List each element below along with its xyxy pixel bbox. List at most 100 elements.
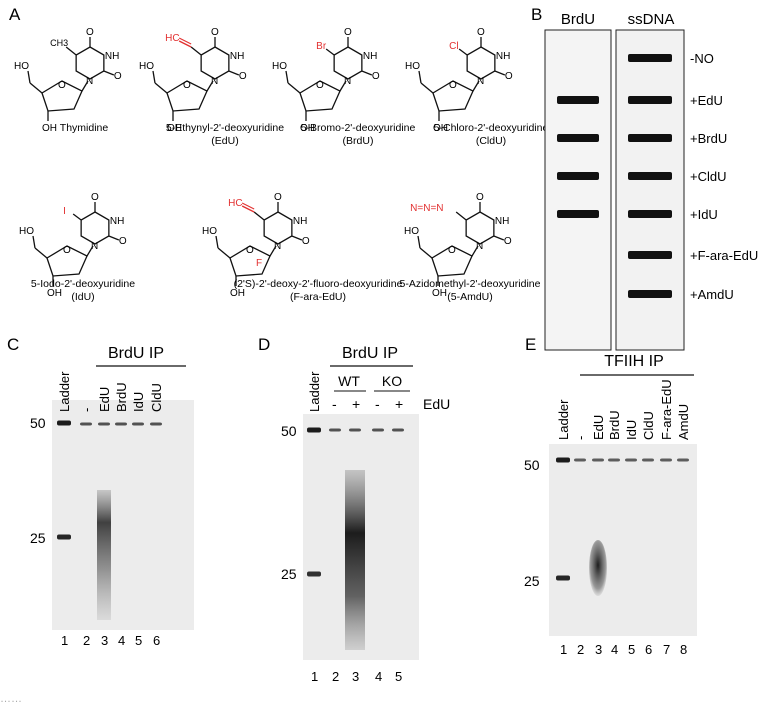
atom-n: N (344, 76, 351, 87)
alkyne-triple-bond (178, 37, 192, 45)
panel-label-e: E (525, 335, 536, 354)
atom-oh: OH (300, 123, 315, 134)
lane-number: 5 (395, 669, 402, 684)
deoxyribose-ring (229, 245, 271, 277)
glycosidic-bond (269, 245, 277, 257)
ch2-bond (285, 70, 289, 84)
structure-abbreviation: (BrdU) (343, 135, 374, 147)
uracil-ring (75, 46, 105, 80)
gel-band (556, 457, 570, 463)
blot-row-label: +EdU (690, 93, 723, 108)
deoxyribose-ring (46, 245, 88, 277)
alkyne-bond (253, 211, 265, 221)
alkyne-triple-bond (241, 205, 255, 213)
atom-azide: N=N=N (410, 203, 443, 214)
gel-e (549, 444, 697, 636)
atom-o: O (316, 80, 324, 91)
atom-o: O (119, 236, 127, 247)
deoxyribose-ring (41, 80, 83, 112)
azidomethyl-bond (455, 211, 467, 221)
atom-oh: OH (230, 288, 245, 299)
gel-band (574, 458, 586, 462)
lane-number: 1 (61, 633, 68, 648)
blot-band-ssdna (628, 96, 672, 104)
atom-ho: HO (14, 61, 29, 72)
blot-band-brdu (557, 210, 599, 218)
ch2-bond (34, 247, 48, 259)
atom-ho: HO (139, 61, 154, 72)
carbonyl-bond (361, 70, 373, 76)
gel-c-lane-label: EdU (97, 387, 112, 412)
deoxyribose-ring (431, 245, 473, 277)
atom-ho: HO (202, 226, 217, 237)
atom-ho: HO (404, 226, 419, 237)
gel-e-lane-label: IdU (624, 420, 639, 440)
atom-o: O (58, 80, 66, 91)
structure-abbreviation: (F-ara-EdU) (290, 291, 346, 303)
atom-nh: NH (495, 216, 509, 227)
lane-number: 6 (153, 633, 160, 648)
lane-number: 7 (663, 642, 670, 657)
gel-c-lane-label: CldU (149, 383, 164, 412)
blot-row-label: +F-ara-EdU (690, 248, 758, 263)
structure-abbreviation: (EdU) (211, 135, 238, 147)
atom-nh: NH (110, 216, 124, 227)
glycosidic-bond (86, 245, 94, 257)
atom-ch3: CH3 (50, 38, 68, 48)
blot-row-label: +AmdU (690, 287, 734, 302)
deoxyribose-ring (299, 80, 341, 112)
structure-2: O NH O N HC O HO OH5-Ethynyl-2'-deoxyuridine(Ed… (139, 27, 284, 147)
lane-number: 4 (118, 633, 125, 648)
structure-abbreviation: (5-AmdU) (447, 291, 493, 303)
structure-abbreviation: (IdU) (71, 291, 94, 303)
atom-halogen: I (63, 206, 66, 217)
alkyne-bond (190, 46, 202, 56)
carbonyl-bond (103, 70, 115, 76)
glycosidic-bond (472, 80, 480, 92)
uracil-ring (333, 46, 363, 80)
gel-band (150, 422, 162, 426)
atom-n: N (476, 241, 483, 252)
gel-e-lane-label: Ladder (556, 399, 571, 440)
gel-band (98, 422, 110, 426)
blot-band-ssdna (628, 134, 672, 142)
lane-number: 2 (332, 669, 339, 684)
uracil-ring (466, 46, 496, 80)
methyl-bond (65, 46, 77, 56)
gel-c-lane-label: - (79, 408, 94, 412)
ch2-bond (152, 70, 156, 84)
atom-halogen: Br (316, 41, 327, 52)
atom-n: N (86, 76, 93, 87)
atom-o: O (477, 27, 485, 38)
ch2-bond (32, 235, 36, 249)
gel-e-lane-label: BrdU (607, 410, 622, 440)
ch2-bond (29, 82, 43, 94)
panel-label-c: C (7, 335, 19, 354)
panel-label-d: D (258, 335, 270, 354)
atom-o: O (372, 71, 380, 82)
ch2-bond (215, 235, 219, 249)
atom-o: O (86, 27, 94, 38)
gel-e-marker-50: 50 (524, 457, 540, 473)
atom-hc: HC (228, 198, 242, 209)
atom-nh: NH (230, 51, 244, 62)
gel-d-lane-label: Ladder (307, 371, 322, 412)
gel-e-lane-label: AmdU (676, 404, 691, 440)
lane-number: 8 (680, 642, 687, 657)
gel-e-lane-label: CldU (641, 411, 656, 440)
gel-e-lane-label: EdU (591, 415, 606, 440)
blot-band-ssdna (628, 251, 672, 259)
structure-name: Thymidine (60, 122, 109, 134)
atom-nh: NH (105, 51, 119, 62)
structure-5: O NH O N I O HO OH5-Iodo-2'-deoxyuridine(IdU) (19, 192, 135, 303)
carbonyl-bond (493, 235, 505, 241)
atom-f: F (256, 258, 262, 269)
gel-d-edu-sign: + (352, 396, 360, 412)
gel-d-group-wt: WT (338, 373, 360, 389)
gel-e-marker-25: 25 (524, 573, 540, 589)
structure-abbreviation: (CldU) (476, 135, 506, 147)
atom-o: O (183, 80, 191, 91)
blot-band-brdu (557, 172, 599, 180)
atom-nh: NH (363, 51, 377, 62)
